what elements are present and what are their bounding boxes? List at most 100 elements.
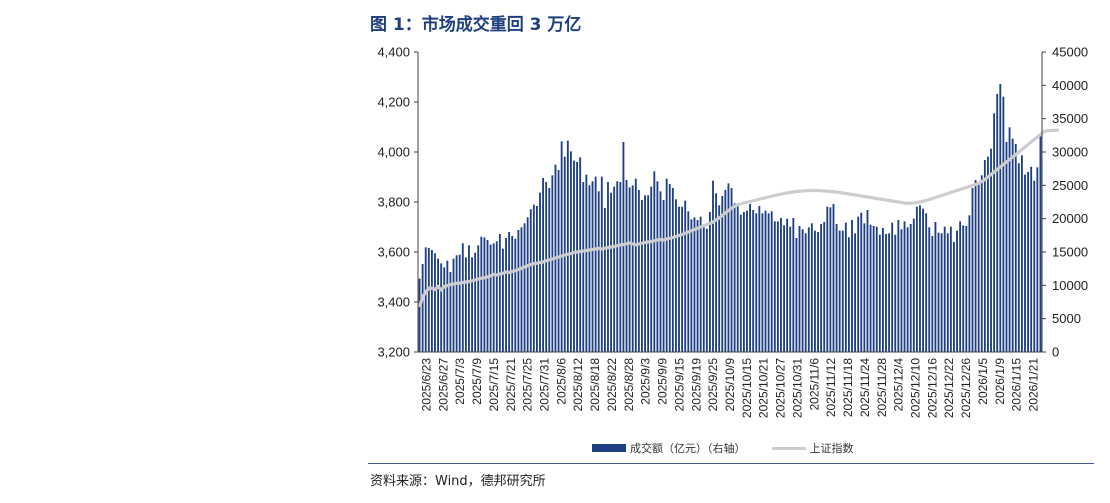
bar bbox=[953, 242, 955, 352]
bar bbox=[464, 257, 467, 352]
bar bbox=[993, 113, 996, 352]
bar bbox=[786, 218, 789, 352]
bar bbox=[974, 180, 977, 352]
bar bbox=[909, 224, 912, 352]
x-tick-label: 2026/1/9 bbox=[993, 358, 1007, 405]
bar bbox=[708, 212, 711, 352]
right-tick-label: 25000 bbox=[1052, 178, 1088, 193]
left-tick-label: 3,400 bbox=[377, 295, 410, 310]
bar bbox=[878, 234, 881, 352]
x-tick-label: 2025/8/18 bbox=[588, 358, 602, 412]
bar bbox=[536, 206, 538, 352]
bar bbox=[875, 226, 878, 352]
x-tick-label: 2025/9/25 bbox=[706, 358, 720, 412]
bar bbox=[928, 227, 931, 352]
bar bbox=[1017, 163, 1020, 352]
bar bbox=[724, 190, 727, 352]
bar bbox=[486, 240, 489, 352]
bar bbox=[548, 188, 551, 352]
bar bbox=[440, 263, 443, 352]
bar bbox=[885, 234, 887, 352]
bar bbox=[888, 233, 891, 352]
bar bbox=[956, 230, 958, 352]
bar bbox=[628, 187, 631, 352]
x-tick-label: 2025/7/3 bbox=[453, 358, 467, 405]
bar bbox=[492, 243, 495, 352]
x-tick-label: 2026/1/5 bbox=[976, 358, 990, 405]
x-tick-label: 2025/8/28 bbox=[622, 358, 636, 412]
bar bbox=[566, 140, 569, 352]
bar bbox=[607, 182, 609, 352]
bar bbox=[866, 210, 869, 352]
divider bbox=[368, 463, 1094, 464]
x-tick-label: 2025/9/19 bbox=[689, 358, 703, 412]
bar bbox=[965, 226, 968, 352]
bar bbox=[983, 160, 986, 352]
bar bbox=[579, 157, 582, 352]
right-tick-label: 0 bbox=[1052, 345, 1059, 360]
bar bbox=[872, 226, 875, 352]
bar bbox=[761, 213, 764, 352]
left-tick-label: 4,200 bbox=[377, 95, 410, 110]
bar bbox=[727, 183, 730, 352]
legend-line-label: 上证指数 bbox=[809, 442, 854, 455]
x-tick-label: 2026/1/21 bbox=[1027, 358, 1041, 412]
bar bbox=[1033, 180, 1036, 352]
bar bbox=[542, 178, 545, 352]
bar bbox=[980, 175, 983, 352]
bar bbox=[801, 229, 804, 352]
bar bbox=[940, 233, 943, 352]
left-axis-ticks: 3,200 3,400 3,600 3,800 4,000 4,200 4,400 bbox=[377, 45, 418, 360]
x-axis-ticks: 2025/6/23 2025/6/27 2025/7/3 2025/7/9 2025/7… bbox=[419, 358, 1040, 418]
bar bbox=[863, 223, 866, 352]
bar bbox=[529, 209, 532, 352]
x-tick-label: 2025/11/12 bbox=[824, 358, 838, 417]
bar bbox=[912, 218, 915, 352]
bar bbox=[495, 241, 498, 352]
x-tick-label: 2025/11/6 bbox=[807, 358, 821, 411]
bar bbox=[922, 208, 924, 352]
bar bbox=[430, 250, 433, 352]
x-tick-label: 2025/11/24 bbox=[858, 358, 872, 417]
bar bbox=[1036, 167, 1039, 352]
bar bbox=[520, 227, 523, 352]
bar bbox=[894, 234, 897, 352]
bar bbox=[585, 174, 588, 352]
x-tick-label: 2025/12/10 bbox=[909, 358, 923, 418]
x-tick-label: 2025/8/22 bbox=[605, 358, 619, 412]
x-tick-label: 2025/7/21 bbox=[504, 358, 518, 412]
x-tick-label: 2025/6/23 bbox=[419, 358, 433, 412]
x-tick-label: 2025/12/16 bbox=[925, 358, 939, 418]
bar bbox=[903, 221, 906, 352]
bar bbox=[458, 254, 461, 352]
bar bbox=[588, 185, 591, 352]
x-tick-label: 2025/9/15 bbox=[672, 358, 686, 412]
bar bbox=[949, 226, 952, 352]
bar bbox=[881, 228, 884, 352]
bar bbox=[733, 203, 736, 352]
bar bbox=[1020, 155, 1023, 352]
bar bbox=[594, 176, 597, 352]
bar bbox=[637, 190, 640, 352]
bar bbox=[814, 230, 816, 352]
bar bbox=[739, 214, 742, 352]
bar bbox=[1027, 172, 1030, 352]
bar bbox=[468, 245, 470, 352]
bar bbox=[619, 182, 622, 352]
bar bbox=[560, 141, 563, 352]
bar bbox=[752, 210, 755, 352]
bar bbox=[446, 260, 449, 352]
bar bbox=[443, 267, 446, 352]
right-tick-label: 40000 bbox=[1052, 78, 1088, 93]
bar bbox=[959, 221, 962, 352]
x-tick-label: 2025/11/28 bbox=[875, 358, 889, 417]
bar bbox=[1005, 142, 1008, 352]
bar bbox=[832, 204, 835, 352]
bar bbox=[841, 230, 844, 352]
bar bbox=[474, 252, 477, 352]
bar bbox=[783, 225, 785, 352]
bar bbox=[641, 200, 643, 352]
right-tick-label: 20000 bbox=[1052, 211, 1088, 226]
bar bbox=[1014, 144, 1017, 352]
bar bbox=[891, 222, 894, 352]
